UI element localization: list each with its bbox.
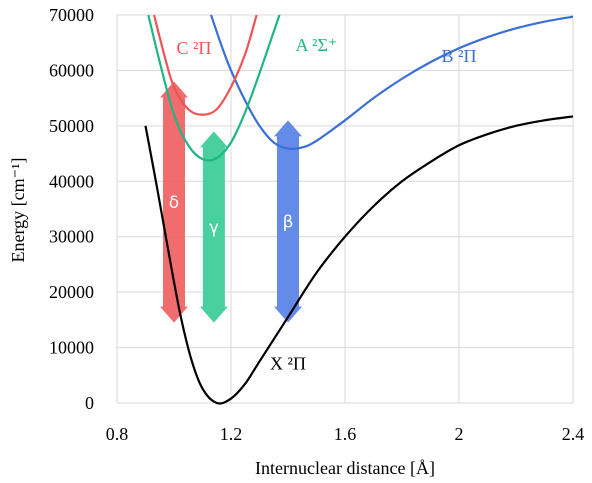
y-tick-label: 30000 [49, 227, 94, 247]
y-tick-label: 0 [85, 393, 94, 413]
y-tick-label: 70000 [49, 5, 94, 25]
x-tick-label: 1.6 [334, 424, 357, 444]
tick-labels: 0 10000 20000 30000 40000 50000 60000 70000 0.8 1… [49, 5, 584, 444]
potential-curve [147, 14, 281, 162]
x-tick-label: 1.2 [220, 424, 243, 444]
y-tick-label: 60000 [49, 60, 94, 80]
transition-arrow [199, 131, 228, 323]
transition-label: δ [169, 193, 179, 213]
x-tick-label: 2.4 [562, 424, 585, 444]
transition-arrows: δ γ β [160, 81, 302, 323]
transition-arrow [274, 120, 302, 323]
y-tick-label: 40000 [49, 171, 94, 191]
curve-labels: X ²Π B ²Π A ²Σ⁺ C ²Π [176, 35, 476, 374]
x-tick-label: 0.8 [106, 424, 129, 444]
curve-label: A ²Σ⁺ [296, 35, 338, 55]
potential-curve [144, 115, 574, 405]
grid [116, 14, 574, 404]
potential-curve [210, 14, 574, 151]
transition-label: β [283, 212, 294, 232]
x-tick-label: 2 [455, 424, 464, 444]
transition-label: γ [209, 218, 219, 238]
y-tick-label: 10000 [49, 338, 94, 358]
curves [144, 14, 574, 405]
y-axis-label: Energy [cm⁻¹] [8, 157, 28, 262]
transition-arrow [160, 81, 188, 323]
curve-label: C ²Π [176, 38, 211, 58]
y-tick-label: 50000 [49, 116, 94, 136]
curve-label: B ²Π [442, 46, 477, 66]
x-axis-label: Internuclear distance [Å] [255, 458, 435, 478]
y-tick-label: 20000 [49, 282, 94, 302]
curve-label: X ²Π [270, 354, 306, 374]
potential-curve [152, 14, 258, 116]
